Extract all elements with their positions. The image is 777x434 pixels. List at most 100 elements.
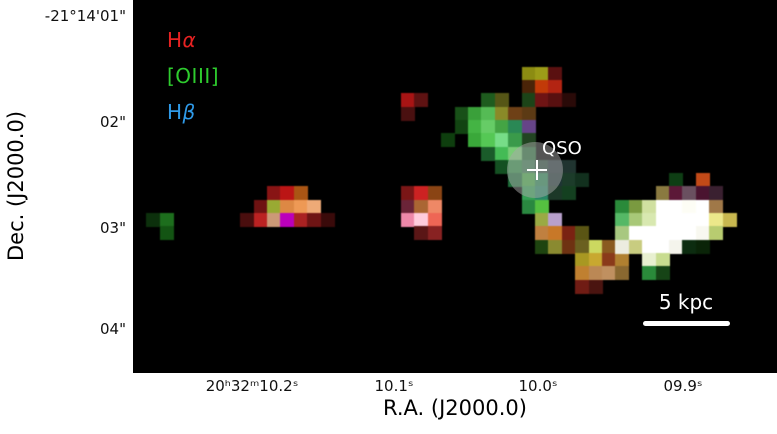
- legend-item: [OIII]: [167, 64, 220, 88]
- image-pixel: [494, 146, 509, 161]
- image-pixel: [414, 226, 429, 241]
- image-pixel: [561, 93, 576, 108]
- qso-cross-vertical-bar: [536, 160, 538, 180]
- image-pixel: [240, 213, 255, 228]
- image-pixel: [548, 226, 563, 241]
- image-pixel: [669, 186, 683, 201]
- image-pixel: [521, 199, 536, 214]
- image-pixel: [508, 133, 523, 148]
- image-pixel: [669, 226, 683, 241]
- image-pixel: [615, 226, 630, 241]
- image-pixel: [588, 253, 603, 268]
- image-pixel: [159, 213, 174, 228]
- image-pixel: [655, 239, 670, 254]
- image-pixel: [602, 239, 616, 254]
- image-pixel: [669, 239, 683, 254]
- image-pixel: [642, 253, 657, 268]
- image-pixel: [682, 186, 697, 201]
- y-tick-label: 02": [100, 113, 126, 131]
- image-pixel: [414, 93, 429, 108]
- image-pixel: [494, 159, 509, 174]
- image-pixel: [307, 213, 322, 228]
- image-pixel: [307, 199, 322, 214]
- image-pixel: [535, 213, 549, 228]
- image-pixel: [494, 119, 509, 134]
- image-pixel: [722, 213, 737, 228]
- image-pixel: [695, 226, 710, 241]
- image-pixel: [602, 266, 616, 281]
- image-pixel: [521, 66, 536, 81]
- image-pixel: [253, 199, 268, 214]
- image-pixel: [535, 226, 549, 241]
- image-pixel: [548, 93, 563, 108]
- image-pixel: [642, 239, 657, 254]
- image-pixel: [280, 199, 295, 214]
- image-pixel: [669, 199, 683, 214]
- image-pixel: [588, 279, 603, 294]
- image-pixel: [521, 79, 536, 94]
- image-pixel: [575, 253, 590, 268]
- y-axis-title: Dec. (J2000.0): [4, 110, 28, 262]
- image-pixel: [535, 239, 549, 254]
- image-pixel: [575, 279, 590, 294]
- image-pixel: [695, 186, 710, 201]
- image-pixel: [427, 226, 442, 241]
- rgb-image-pixels: [133, 0, 777, 373]
- image-pixel: [602, 253, 616, 268]
- image-pixel: [267, 213, 281, 228]
- x-tick-label: 10.0ˢ: [518, 377, 558, 395]
- image-pixel: [481, 133, 496, 148]
- image-pixel: [615, 199, 630, 214]
- image-pixel: [682, 199, 697, 214]
- image-pixel: [267, 186, 281, 201]
- image-pixel: [575, 226, 590, 241]
- image-pixel: [615, 239, 630, 254]
- x-axis-title: R.A. (J2000.0): [383, 396, 527, 420]
- image-pixel: [642, 199, 657, 214]
- image-pixel: [481, 93, 496, 108]
- image-pixel: [709, 199, 724, 214]
- image-pixel: [280, 213, 295, 228]
- image-pixel: [535, 93, 549, 108]
- image-pixel: [468, 106, 482, 121]
- image-pixel: [521, 93, 536, 108]
- image-pixel: [682, 213, 697, 228]
- image-pixel: [709, 186, 724, 201]
- image-pixel: [401, 213, 415, 228]
- image-pixel: [494, 106, 509, 121]
- image-pixel: [628, 226, 643, 241]
- image-pixel: [401, 199, 415, 214]
- image-pixel: [655, 186, 670, 201]
- image-pixel: [454, 106, 469, 121]
- image-pixel: [494, 133, 509, 148]
- image-pixel: [293, 186, 308, 201]
- x-tick-label: 20ʰ32ᵐ10.2ˢ: [205, 377, 299, 395]
- image-pixel: [575, 266, 590, 281]
- image-pixel: [682, 226, 697, 241]
- legend-item: Hβ: [167, 100, 196, 124]
- image-pixel: [280, 186, 295, 201]
- image-pixel: [267, 199, 281, 214]
- image-pixel: [709, 226, 724, 241]
- image-pixel: [481, 119, 496, 134]
- image-pixel: [535, 199, 549, 214]
- emission-line-legend: Hα [OIII] Hβ: [167, 22, 219, 130]
- image-pixel: [320, 213, 335, 228]
- image-pixel: [548, 213, 563, 228]
- image-pixel: [588, 266, 603, 281]
- x-tick-label: 10.1ˢ: [374, 377, 414, 395]
- image-pixel: [655, 226, 670, 241]
- scalebar: [643, 321, 730, 326]
- image-pixel: [642, 213, 657, 228]
- image-pixel: [615, 213, 630, 228]
- image-pixel: [615, 253, 630, 268]
- image-pixel: [508, 119, 523, 134]
- image-pixel: [548, 79, 563, 94]
- image-pixel: [561, 226, 576, 241]
- image-pixel: [548, 239, 563, 254]
- image-pixel: [293, 213, 308, 228]
- image-pixel: [655, 253, 670, 268]
- image-pixel: [159, 226, 174, 241]
- image-pixel: [441, 133, 456, 148]
- image-pixel: [709, 213, 724, 228]
